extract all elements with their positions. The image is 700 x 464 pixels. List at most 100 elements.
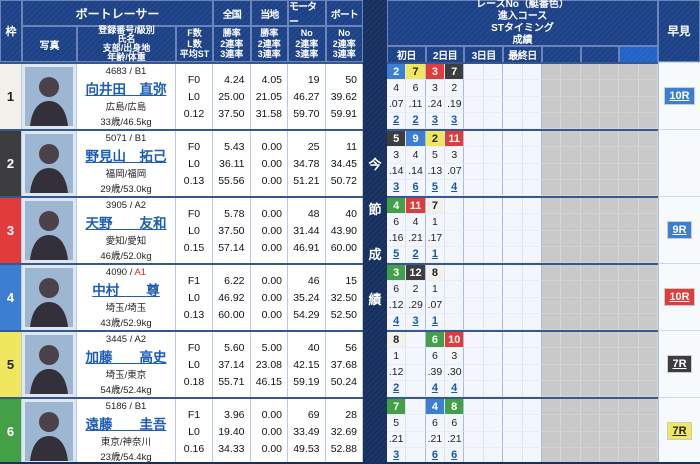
st-timing-cell [483, 96, 504, 113]
race-no-cell [580, 131, 600, 148]
entry-course-cell [541, 214, 562, 231]
result-link[interactable]: 4 [431, 382, 438, 395]
local-rate-header: 勝率 2連率 3連率 [250, 26, 288, 62]
result-link[interactable]: 3 [431, 114, 438, 127]
side-label-char: 績 [368, 292, 382, 307]
result-link[interactable]: 1 [431, 248, 438, 261]
result-link[interactable]: 2 [393, 382, 400, 395]
finish-result-cell [464, 313, 484, 330]
finish-result-cell: 2 [387, 380, 407, 397]
entry-course-cell [483, 80, 504, 97]
result-link[interactable]: 2 [412, 248, 419, 261]
finish-result-cell [522, 246, 542, 263]
racer-name-link[interactable]: 加藤 高史 [85, 349, 167, 365]
racer-name-link[interactable]: 中村 尊 [92, 282, 160, 298]
result-link[interactable]: 4 [393, 315, 400, 328]
race-no-cell [599, 64, 620, 81]
motor-stats-line: 46.27 [293, 90, 320, 103]
racer-name-link[interactable]: 向井田 直弥 [85, 81, 167, 97]
motor-stats: 69 33.49 49.53 [288, 399, 326, 462]
entry-course-cell [445, 214, 465, 231]
racer-photo[interactable] [22, 198, 77, 263]
st-timing-cell [638, 230, 658, 247]
race-no-cell: 2 [425, 131, 446, 148]
finish-result-cell: 6 [425, 447, 446, 462]
race-no-cell: 4 [425, 399, 446, 416]
quickview-race-link[interactable]: 10R [665, 88, 694, 104]
result-link[interactable]: 2 [393, 114, 400, 127]
race-no-cell: 8 [445, 399, 465, 416]
entry-course-cell: 4 [387, 80, 407, 97]
racer-photo[interactable] [22, 265, 77, 330]
national-stats-line: 55.71 [218, 375, 245, 388]
race-no-cell [638, 399, 658, 416]
branch-hometown: 広島/広島 [105, 101, 147, 113]
st-timing-cell [406, 431, 426, 448]
age-weight: 54歳/52.4kg [100, 384, 152, 396]
entry-course-cell: 6 [445, 415, 465, 432]
fl-header: F数 L数 平均ST [176, 26, 213, 62]
fl-st-stats: F0 L0 0.18 [176, 332, 213, 397]
result-link[interactable]: 5 [431, 181, 438, 194]
result-link[interactable]: 5 [393, 248, 400, 261]
race-no-cell [580, 399, 600, 416]
st-timing-cell: .21 [406, 230, 426, 247]
fl-st-line: F1 [187, 408, 201, 421]
race-no-cell [599, 131, 620, 148]
race-no-cell [464, 131, 484, 148]
quickview-race-link[interactable]: 7R [668, 423, 691, 439]
quickview-race-link[interactable]: 10R [665, 289, 694, 305]
finish-result-cell [522, 447, 542, 462]
local-stats: 0.00 0.00 0.00 [251, 399, 288, 462]
quickview-race-link[interactable]: 9R [668, 222, 691, 238]
rate-header-line: No [300, 27, 313, 38]
result-link[interactable]: 2 [412, 114, 419, 127]
entry-course-cell [503, 80, 523, 97]
national-stats-line: 46.92 [218, 291, 245, 304]
st-timing-cell [561, 297, 581, 314]
motor-stats-line: 51.21 [293, 174, 320, 187]
result-link[interactable]: 3 [451, 114, 458, 127]
racer-name-link[interactable]: 野見山 拓己 [85, 148, 167, 164]
result-link[interactable]: 4 [451, 382, 458, 395]
result-link[interactable]: 6 [412, 181, 419, 194]
finish-result-cell [561, 447, 581, 462]
result-link[interactable]: 1 [431, 315, 438, 328]
racer-photo[interactable] [22, 131, 77, 196]
st-timing-cell: .07 [387, 96, 407, 113]
local-stats-line: 4.05 [261, 73, 282, 86]
national-stats-line: 4.24 [224, 73, 245, 86]
race-no-cell: 4 [387, 198, 407, 215]
st-timing-cell [599, 163, 620, 180]
race-no-cell [406, 332, 426, 349]
racer-photo[interactable] [22, 64, 77, 129]
quickview-race-link[interactable]: 7R [668, 356, 691, 372]
result-link[interactable]: 6 [431, 449, 438, 462]
racer-photo[interactable] [22, 332, 77, 397]
result-link[interactable]: 3 [412, 315, 419, 328]
race-no-cell [580, 64, 600, 81]
fl-header-line: F数 [187, 27, 202, 38]
racer-name-link[interactable]: 天野 友和 [85, 215, 167, 231]
racer-photo[interactable] [22, 399, 77, 462]
st-timing-cell [638, 431, 658, 448]
results-row: 5 9 2 11 3 4 5 3.14.14.13.07 3 6 5 4 [387, 129, 658, 196]
result-link[interactable]: 4 [451, 181, 458, 194]
result-link[interactable]: 3 [393, 449, 400, 462]
result-link[interactable]: 6 [451, 449, 458, 462]
entry-course-cell [522, 214, 542, 231]
entry-course-cell: 5 [425, 147, 446, 164]
race-no-cell [445, 198, 465, 215]
entry-course-cell [580, 214, 600, 231]
result-link[interactable]: 3 [393, 181, 400, 194]
finish-result-cell [503, 313, 523, 330]
side-label-char: 今 [368, 157, 382, 172]
national-stats-line: 60.00 [218, 308, 245, 321]
racer-class: B1 [134, 400, 147, 412]
national-stats-line: 36.11 [219, 157, 245, 170]
st-timing-cell [464, 431, 484, 448]
racer-name-link[interactable]: 遠藤 圭吾 [85, 416, 167, 432]
local-stats-line: 0.00 [261, 157, 282, 170]
finish-result-cell [522, 313, 542, 330]
race-no-cell: 8 [387, 332, 407, 349]
